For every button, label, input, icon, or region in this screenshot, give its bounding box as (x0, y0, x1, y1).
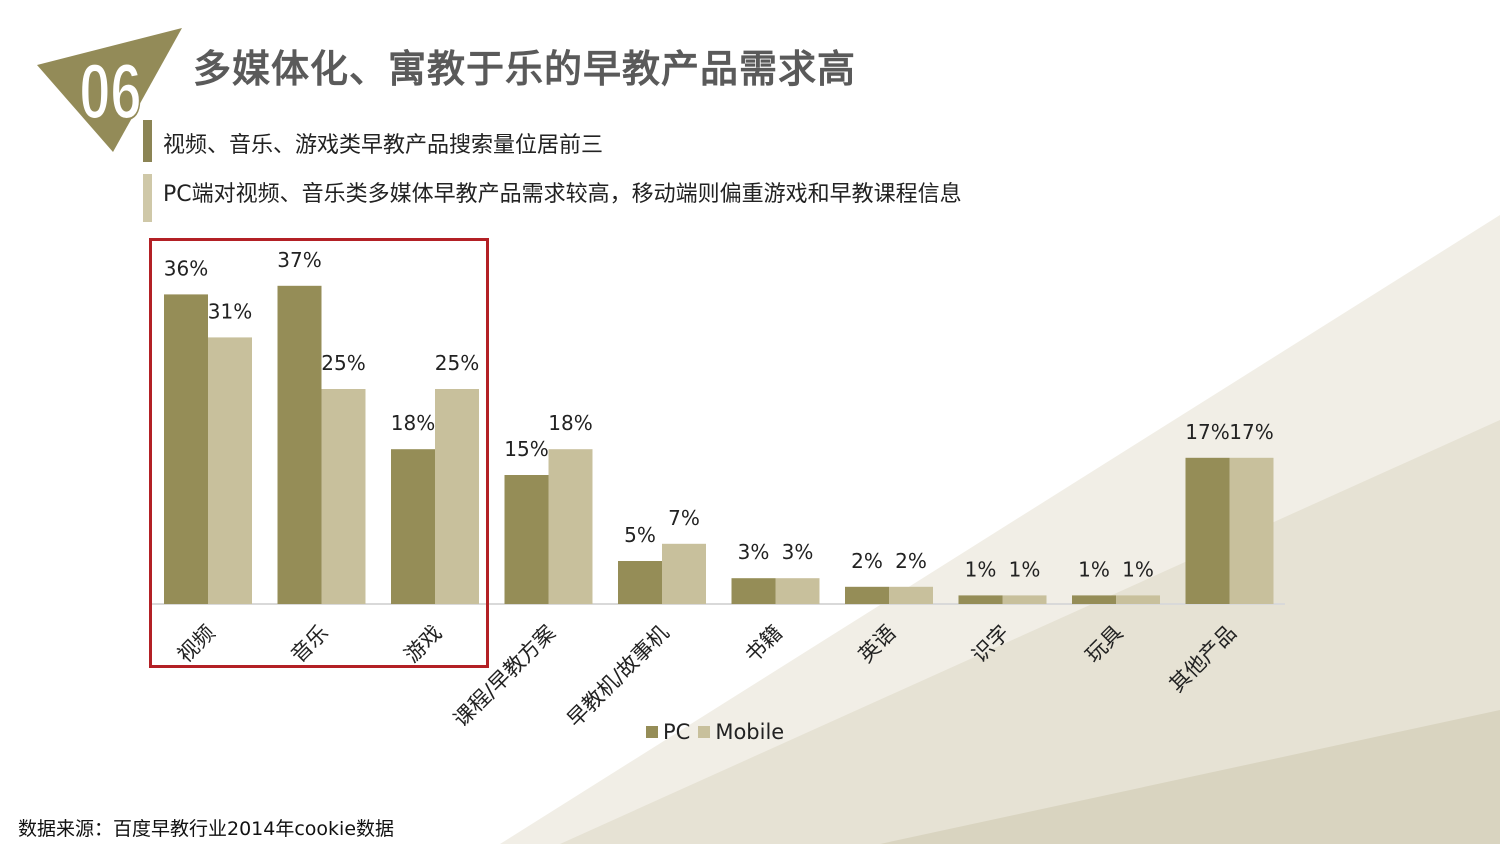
legend-item-mobile: Mobile (698, 720, 784, 744)
data-label: 25% (435, 351, 479, 375)
legend-item-pc: PC (646, 720, 690, 744)
data-label: 1% (1078, 557, 1110, 581)
bullet-text-1: 视频、音乐、游戏类早教产品搜索量位居前三 (163, 133, 604, 158)
bullet-bar-2 (143, 174, 152, 222)
data-label: 7% (668, 506, 700, 530)
data-label: 3% (738, 540, 770, 564)
data-label: 25% (321, 351, 365, 375)
legend-label-mobile: Mobile (715, 720, 785, 744)
bar-mobile (1116, 595, 1160, 604)
category-label: 其他产品 (1165, 621, 1241, 697)
data-label: 15% (504, 437, 548, 461)
bar-pc (958, 595, 1003, 604)
bar-mobile (208, 337, 252, 604)
data-source: 数据来源：百度早教行业2014年cookie数据 (18, 818, 395, 840)
category-label: 英语 (854, 621, 901, 668)
data-label: 5% (624, 523, 656, 547)
bar-pc (845, 586, 889, 604)
data-label: 3% (782, 540, 814, 564)
bar-mobile (1229, 457, 1274, 604)
section-number: 06 (79, 48, 141, 135)
bar-mobile (435, 389, 479, 604)
data-label: 18% (548, 411, 592, 435)
category-label: 书籍 (740, 621, 787, 668)
data-label: 31% (208, 299, 252, 323)
chart-legend: PC Mobile (646, 720, 792, 744)
category-label: 玩具 (1081, 621, 1128, 668)
category-label: 早教机/故事机 (562, 621, 673, 732)
bar-mobile (1002, 595, 1047, 604)
data-label: 17% (1185, 420, 1229, 444)
bar-mobile (889, 586, 933, 604)
category-label: 识字 (967, 621, 1014, 668)
legend-swatch-mobile (698, 726, 711, 738)
legend-label-pc: PC (663, 720, 691, 744)
bar-pc (731, 578, 776, 604)
legend-swatch-pc (646, 726, 658, 738)
bar-mobile (775, 578, 820, 604)
data-label: 1% (965, 557, 997, 581)
page-title: 多媒体化、寓教于乐的早教产品需求高 (193, 47, 857, 91)
bar-pc (164, 294, 208, 604)
data-label: 1% (1122, 557, 1154, 581)
data-label: 2% (851, 549, 883, 573)
bar-mobile (321, 389, 366, 604)
highlight-box (149, 238, 489, 668)
bar-pc (504, 475, 549, 604)
bar-mobile (548, 449, 593, 604)
bullet-text-2: PC端对视频、音乐类多媒体早教产品需求较高，移动端则偏重游戏和早教课程信息 (163, 182, 962, 207)
data-label: 1% (1009, 557, 1041, 581)
bar-pc (277, 285, 322, 604)
bar-mobile (662, 543, 706, 604)
data-label: 36% (164, 256, 208, 280)
data-label: 17% (1229, 420, 1273, 444)
bullet-bar-1 (143, 120, 152, 162)
bar-pc (391, 449, 435, 604)
section-number-badge: 06 (37, 28, 182, 152)
data-label: 2% (895, 549, 927, 573)
bar-pc (618, 561, 662, 604)
data-label: 18% (391, 411, 435, 435)
data-label: 37% (277, 248, 321, 272)
bar-pc (1185, 457, 1230, 604)
bar-pc (1072, 595, 1116, 604)
